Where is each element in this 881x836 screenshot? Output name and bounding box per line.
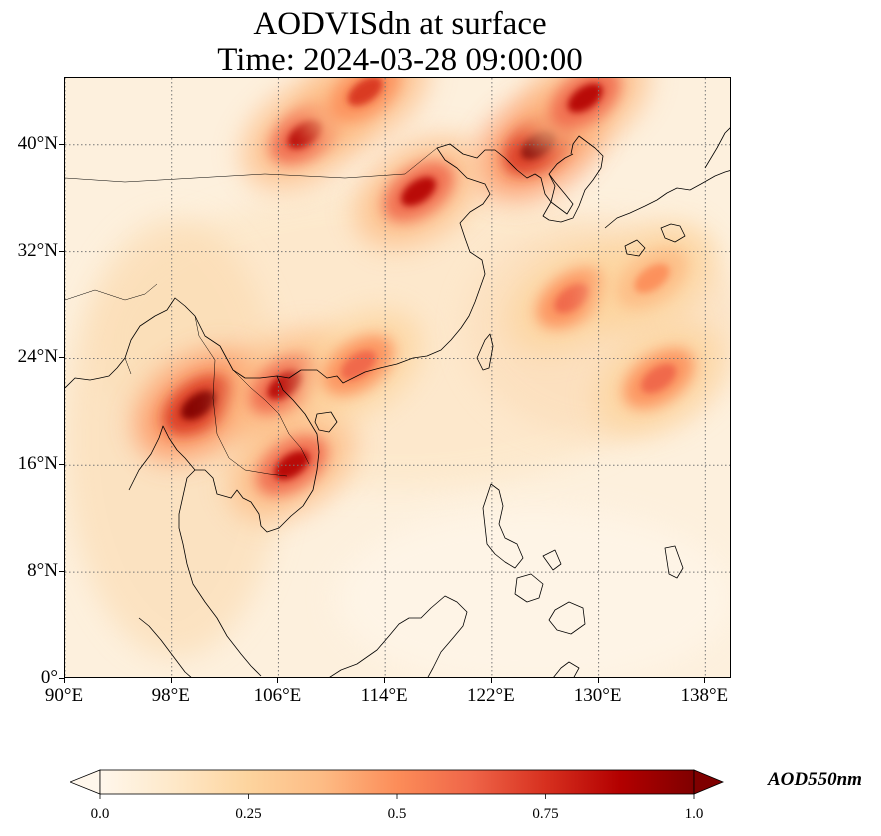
latitude-tick-label: 16°N bbox=[17, 453, 58, 475]
coastline-mainland-asia bbox=[65, 143, 574, 389]
coastline-sumatra bbox=[138, 617, 192, 677]
latitude-tick-mark bbox=[59, 678, 64, 679]
aerosol-plume-shanxi-plume-core2 bbox=[400, 176, 437, 207]
coastline-taiwan bbox=[476, 333, 494, 371]
latitude-tick-mark bbox=[59, 571, 64, 573]
longitude-tick-label: 122°E bbox=[467, 685, 515, 706]
coastline-sulawesi bbox=[553, 545, 684, 677]
latitude-tick-mark bbox=[59, 464, 64, 466]
longitude-tick-label: 138°E bbox=[680, 685, 729, 706]
colorbar-tick-label: 0.75 bbox=[532, 806, 559, 822]
coastline-borneo bbox=[329, 595, 468, 677]
colorbar-extend-low bbox=[70, 769, 101, 795]
longitude-tick-mark bbox=[64, 678, 65, 683]
latitude-tick-mark bbox=[59, 143, 64, 145]
latitude-tick-label: 32°N bbox=[17, 239, 58, 261]
aerosol-plume-inner-mongolia-band-core2 bbox=[347, 78, 383, 106]
aerosol-plume-south-china-band-core2 bbox=[340, 350, 377, 380]
colorbar-tick-label: 1.0 bbox=[684, 806, 704, 822]
coastline-philippines bbox=[482, 483, 586, 635]
aod-map bbox=[65, 78, 730, 677]
colorbar-gradient bbox=[99, 769, 695, 795]
longitude-tick-mark bbox=[597, 678, 599, 683]
colorbar bbox=[70, 769, 724, 799]
aerosol-plume-layer bbox=[135, 78, 722, 520]
latitude-tick-label: 8°N bbox=[27, 560, 58, 582]
aerosol-plume-pacific-band-south-core2 bbox=[641, 363, 677, 394]
aerosol-plume-cambodia-hotspot-core2 bbox=[274, 450, 310, 480]
map-title: AODVISdn at surface bbox=[253, 6, 547, 42]
latitude-tick-mark bbox=[59, 250, 64, 252]
colorbar-tick-label: 0.25 bbox=[235, 806, 262, 822]
longitude-tick-mark bbox=[277, 678, 279, 683]
aerosol-plume-east-china-sea-band-core2 bbox=[554, 283, 590, 313]
border-lines bbox=[65, 147, 438, 477]
map-subtitle-time: Time: 2024-03-28 09:00:00 bbox=[217, 42, 583, 78]
longitude-tick-mark bbox=[704, 678, 706, 683]
longitude-tick-label: 90°E bbox=[44, 685, 84, 706]
colorbar-extend-high bbox=[693, 769, 724, 795]
map-plot-area bbox=[64, 77, 731, 678]
aerosol-plume-northeast-streak-core2 bbox=[567, 83, 603, 113]
longitude-tick-mark bbox=[170, 678, 172, 683]
coastline-indochina bbox=[128, 375, 320, 677]
coastline-korea bbox=[542, 135, 604, 223]
longitude-tick-mark bbox=[490, 678, 492, 683]
longitude-tick-label: 106°E bbox=[253, 685, 302, 706]
aerosol-plume-myanmar-laos-hotspot-core2 bbox=[180, 390, 216, 420]
longitude-tick-label: 98°E bbox=[151, 685, 190, 706]
colorbar-tick-label: 0.5 bbox=[387, 806, 407, 822]
latitude-tick-mark bbox=[59, 357, 64, 359]
colorbar-units-label: AOD550nm bbox=[768, 769, 862, 790]
colorbar-tick-label: 0.0 bbox=[90, 806, 110, 822]
aerosol-plume-japan-south-band-core2 bbox=[634, 263, 670, 293]
longitude-tick-label: 130°E bbox=[573, 685, 622, 706]
coastlines bbox=[65, 127, 730, 677]
longitude-tick-mark bbox=[384, 678, 386, 683]
aerosol-plume-north-vietnam-hotspot-core2 bbox=[267, 370, 303, 400]
coastline-japan bbox=[604, 127, 730, 257]
latitude-tick-label: 40°N bbox=[17, 132, 58, 154]
latitude-tick-label: 0° bbox=[40, 667, 58, 688]
coastline-hainan bbox=[314, 411, 338, 433]
latitude-tick-label: 24°N bbox=[17, 346, 58, 368]
longitude-tick-label: 114°E bbox=[360, 685, 408, 706]
